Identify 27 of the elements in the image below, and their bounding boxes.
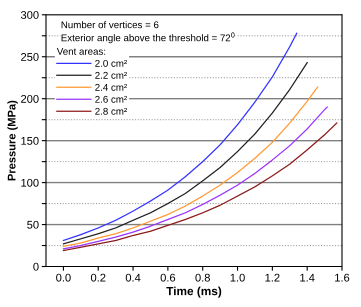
x-tick-label: 1.4 bbox=[300, 274, 315, 282]
x-tick-label: 1.6 bbox=[335, 274, 350, 282]
y-tick-label: 0 bbox=[33, 262, 39, 271]
legend-label: 2.4 cm² bbox=[95, 84, 127, 91]
x-tick-label: 0.4 bbox=[126, 274, 140, 282]
y-tick-label: 250 bbox=[21, 53, 39, 61]
y-tick-label: 100 bbox=[21, 178, 39, 187]
annotation: Number of vertices = 6 bbox=[62, 21, 158, 28]
x-tick-label: 1.2 bbox=[265, 274, 280, 282]
line-series bbox=[62, 62, 308, 244]
y-tick-label: 200 bbox=[21, 94, 39, 103]
y-tick-label: 150 bbox=[21, 136, 39, 145]
y-axis-title: Pressure (MPa) bbox=[7, 100, 18, 180]
x-tick-label: 0.8 bbox=[195, 274, 210, 282]
y-tick-label: 50 bbox=[27, 220, 39, 229]
legend-label: 2.6 cm² bbox=[95, 96, 127, 103]
x-tick-label: 1.0 bbox=[230, 274, 245, 282]
legend-title: Vent areas: bbox=[56, 48, 106, 55]
annotation: Exterior angle above the threshold = 72$^{0}$ bbox=[62, 32, 235, 44]
x-tick-label: 0.6 bbox=[160, 274, 176, 282]
x-tick-label: 0.0 bbox=[56, 274, 71, 282]
x-axis-title: Time (ms) bbox=[166, 286, 222, 298]
legend-label: 2.2 cm² bbox=[95, 72, 127, 79]
y-tick-label: 300 bbox=[20, 11, 39, 19]
legend-label: 2.0 cm² bbox=[95, 60, 127, 67]
x-tick-label: 0.2 bbox=[90, 274, 106, 282]
legend-label: 2.8 cm² bbox=[95, 108, 127, 115]
